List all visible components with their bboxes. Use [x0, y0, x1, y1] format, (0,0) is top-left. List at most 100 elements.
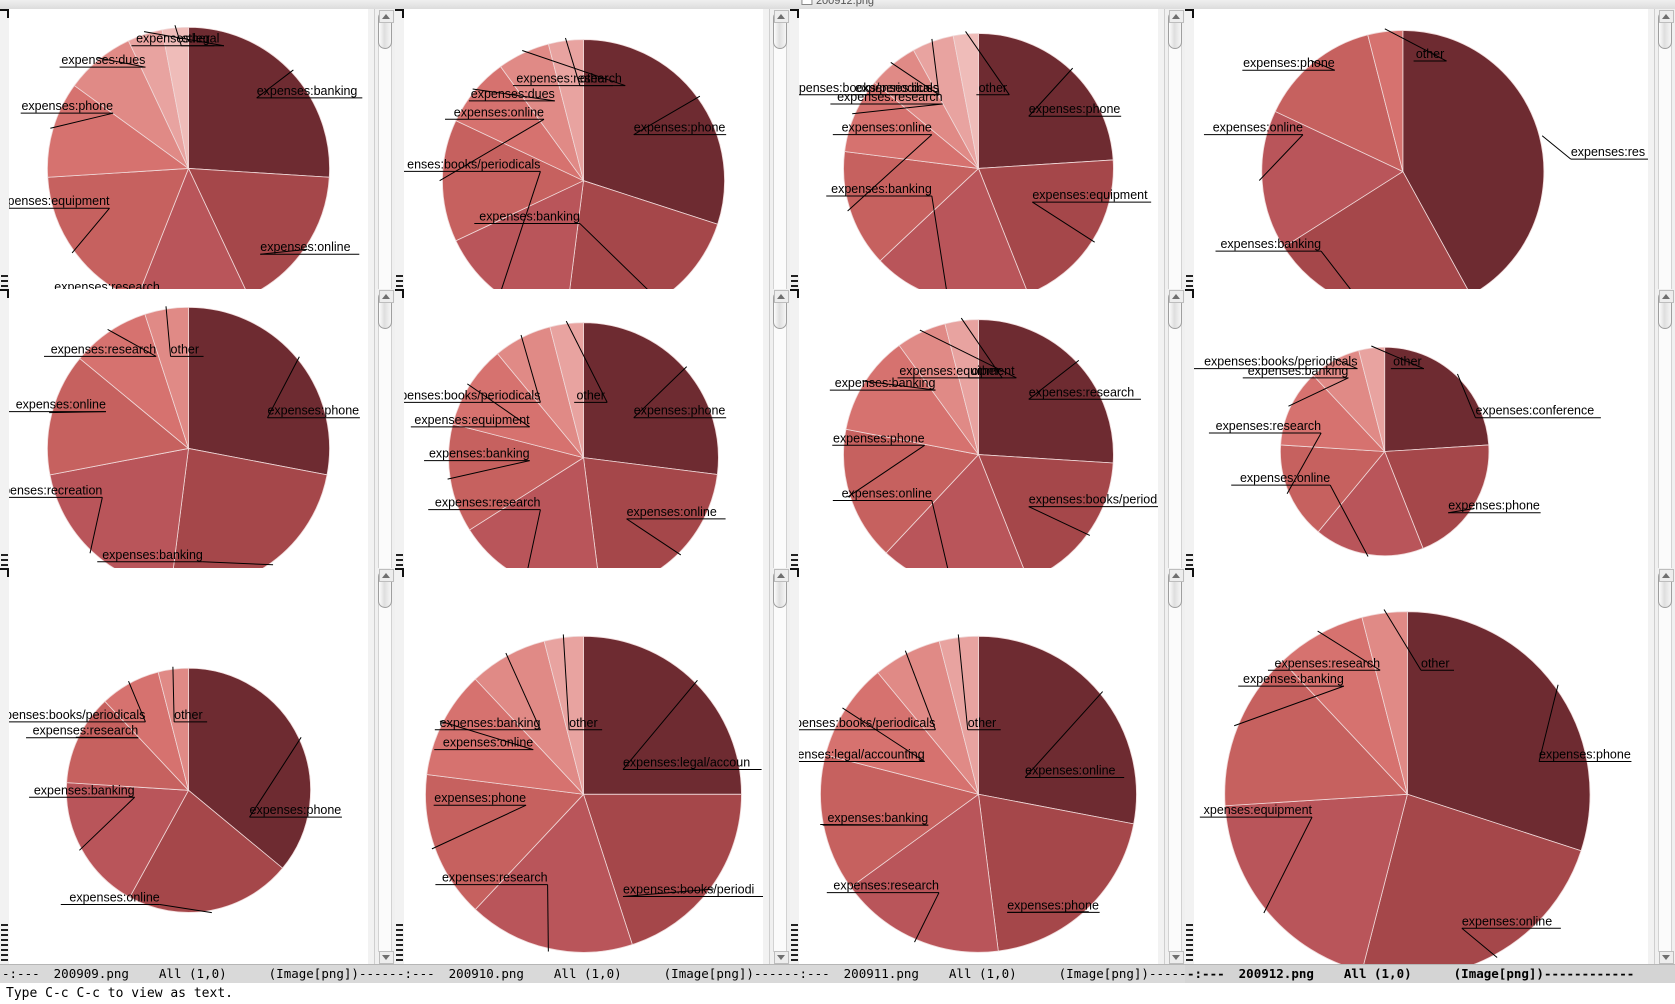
label-leader-line [249, 737, 302, 818]
emacs-window[interactable]: expenses:conference expenses:phone expense… [1185, 288, 1675, 614]
scrollbar-trough[interactable] [773, 581, 787, 952]
scroll-up-arrow-icon[interactable] [1659, 569, 1674, 582]
pie-slice-label: expenses:phone [1007, 898, 1099, 912]
pie-labels: expenses:phone expenses:equipment expenses… [799, 31, 1152, 303]
emacs-window[interactable]: expenses:phone expenses:banking enses:book… [395, 9, 790, 334]
label-leader-line [842, 707, 925, 762]
emacs-window[interactable]: expenses:banking expenses:online expenses:… [0, 9, 395, 334]
scrollbar-trough[interactable] [1658, 581, 1672, 952]
scrollbar-trough[interactable] [1168, 581, 1182, 952]
emacs-window[interactable]: expenses:phone expenses:equipment expenses… [790, 9, 1185, 334]
scrollbar-trough[interactable] [1658, 22, 1672, 303]
scrollbar-trough[interactable] [378, 22, 392, 303]
scrollbar-trough[interactable] [1168, 22, 1182, 303]
vertical-scrollbar[interactable] [1164, 288, 1185, 596]
image-buffer[interactable]: expenses:phone expenses:online expenses:re… [404, 288, 763, 596]
vertical-scrollbar[interactable] [1654, 568, 1675, 965]
scroll-down-arrow-icon[interactable] [774, 951, 789, 964]
vertical-scrollbar[interactable] [1164, 9, 1185, 316]
truncation-arrow-icon [396, 959, 403, 961]
scrollbar-trough[interactable] [378, 581, 392, 952]
label-leader-line [447, 459, 530, 480]
scroll-up-arrow-icon[interactable] [1169, 10, 1184, 23]
scroll-up-arrow-icon[interactable] [1169, 289, 1184, 303]
image-buffer[interactable]: expenses:res expenses:banking expenses:onl… [1194, 9, 1648, 316]
emacs-window[interactable]: expenses:legal/accoun expenses:books/peri… [395, 568, 790, 983]
image-buffer[interactable]: expenses:phone expenses:online xpenses:equ… [1194, 568, 1648, 965]
window-body: expenses:phone expenses:online xpenses:equ… [1185, 568, 1675, 965]
image-buffer[interactable]: expenses:phone expenses:equipment expenses… [799, 9, 1158, 316]
scroll-down-arrow-icon[interactable] [1659, 951, 1674, 964]
vertical-scrollbar[interactable] [769, 568, 790, 965]
emacs-window[interactable]: expenses:phone expenses:online expenses:re… [395, 288, 790, 614]
pie-slice [442, 120, 585, 242]
vertical-scrollbar[interactable] [374, 9, 395, 316]
label-leader-line [852, 103, 943, 115]
image-buffer[interactable]: expenses:online expenses:phone expenses:re… [799, 568, 1158, 965]
scroll-up-arrow-icon[interactable] [379, 10, 394, 23]
truncation-arrow-icon [1186, 929, 1193, 931]
scroll-up-arrow-icon[interactable] [774, 569, 789, 582]
scroll-up-arrow-icon[interactable] [774, 289, 789, 303]
scrollbar-trough[interactable] [1168, 301, 1182, 583]
pie-slice-label: expenses:legal/accoun [623, 756, 750, 770]
right-fringe [1158, 9, 1165, 316]
emacs-window[interactable]: expenses:phone expenses:banking expenses:r… [0, 288, 395, 614]
pie-slice [1384, 444, 1490, 549]
modeline-major-mode: (Image[png]) [663, 966, 754, 981]
image-buffer[interactable]: expenses:phone expenses:banking enses:book… [404, 9, 763, 316]
vertical-scrollbar[interactable] [1654, 288, 1675, 596]
pie-slice [978, 635, 1137, 825]
pie-slice-label: other [580, 72, 608, 86]
emacs-window[interactable]: expenses:research expenses:books/periodic… [790, 288, 1185, 614]
vertical-scrollbar[interactable] [374, 288, 395, 596]
pie-slice [1274, 34, 1404, 173]
label-leader-line [957, 634, 969, 730]
label-leader-line [1538, 684, 1559, 762]
vertical-scrollbar[interactable] [1654, 9, 1675, 316]
image-buffer[interactable]: expenses:research expenses:books/periodic… [799, 288, 1158, 596]
pie-slice [978, 33, 1114, 169]
mode-line[interactable]: -:--- 200909.png All (1,0) (Image[png])----… [0, 964, 395, 983]
scroll-up-arrow-icon[interactable] [379, 569, 394, 582]
buffer-corner-marker [0, 568, 9, 577]
scroll-down-arrow-icon[interactable] [1169, 951, 1184, 964]
label-leader-line [1028, 505, 1091, 536]
vertical-scrollbar[interactable] [374, 568, 395, 965]
truncation-arrow-icon [1186, 944, 1193, 946]
mode-line[interactable]: -:--- 200911.png All (1,0) (Image[png])----… [790, 964, 1185, 983]
scroll-up-arrow-icon[interactable] [1169, 569, 1184, 582]
scroll-up-arrow-icon[interactable] [1659, 10, 1674, 23]
pie-slices [47, 306, 330, 590]
scrollbar-trough[interactable] [1658, 301, 1672, 583]
truncation-arrow-icon [791, 564, 798, 567]
vertical-scrollbar[interactable] [1164, 568, 1185, 965]
emacs-window[interactable]: expenses:res expenses:banking expenses:onl… [1185, 9, 1675, 334]
image-buffer[interactable]: expenses:banking expenses:online expenses:… [9, 9, 368, 316]
modeline-flags: -:--- [397, 966, 435, 981]
scrollbar-trough[interactable] [773, 22, 787, 303]
pie-slices [843, 318, 1114, 590]
scroll-up-arrow-icon[interactable] [774, 10, 789, 23]
scroll-up-arrow-icon[interactable] [379, 289, 394, 303]
emacs-window[interactable]: expenses:online expenses:phone expenses:re… [790, 568, 1185, 983]
vertical-scrollbar[interactable] [769, 9, 790, 316]
mode-line[interactable]: -:--- 200912.png All (1,0) (Image[png])----… [1185, 964, 1675, 983]
truncation-arrow-icon [396, 554, 403, 557]
image-buffer[interactable]: expenses:phone expenses:banking expenses:r… [9, 288, 368, 596]
scroll-up-arrow-icon[interactable] [1659, 289, 1674, 303]
window-body: expenses:legal/accoun expenses:books/peri… [395, 568, 790, 965]
vertical-scrollbar[interactable] [769, 288, 790, 596]
emacs-window[interactable]: expenses:phone expenses:online xpenses:equ… [1185, 568, 1675, 983]
pie-slice-label: expenses:phone [434, 791, 526, 805]
image-buffer[interactable]: expenses:legal/accoun expenses:books/peri… [404, 568, 763, 965]
emacs-window[interactable]: expenses:phone expenses:online expenses:ba… [0, 568, 395, 983]
modeline-flags: -:--- [792, 966, 830, 981]
scroll-down-arrow-icon[interactable] [379, 951, 394, 964]
mode-line[interactable]: -:--- 200910.png All (1,0) (Image[png])----… [395, 964, 790, 983]
image-buffer[interactable]: expenses:phone expenses:online expenses:ba… [9, 568, 368, 965]
scrollbar-trough[interactable] [378, 301, 392, 583]
scrollbar-trough[interactable] [773, 301, 787, 583]
window-body: expenses:phone expenses:banking enses:book… [395, 9, 790, 316]
image-buffer[interactable]: expenses:conference expenses:phone expense… [1194, 288, 1648, 596]
